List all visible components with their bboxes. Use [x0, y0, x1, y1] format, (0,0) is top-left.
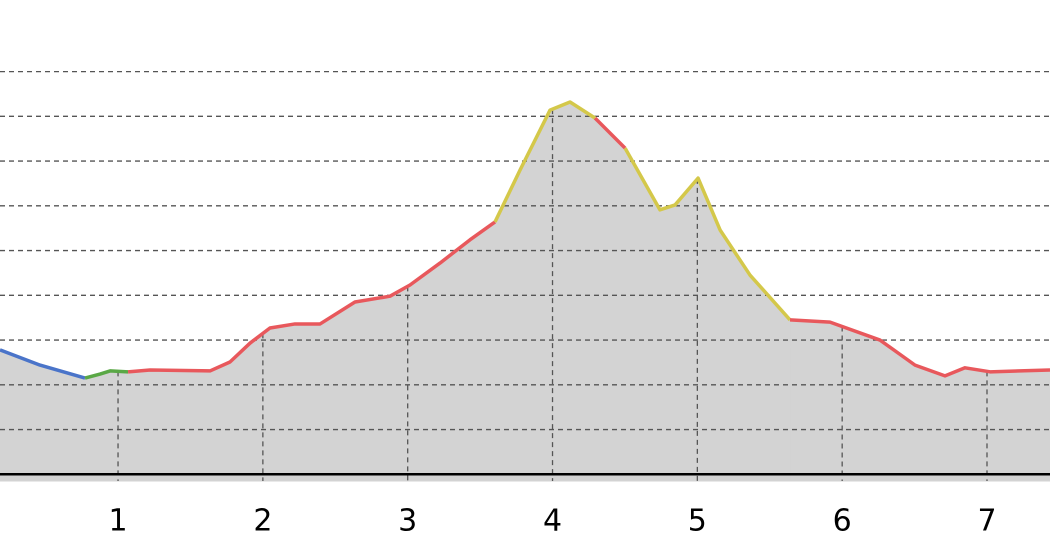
x-tick-label: 2: [253, 504, 272, 539]
profile-line: [84, 369, 129, 380]
x-tick-label: 4: [543, 504, 562, 539]
profile-line: [623, 147, 792, 322]
x-tick-label: 5: [688, 504, 707, 539]
area-fill: [84, 370, 129, 482]
profile-line: [493, 100, 597, 223]
x-tick-label: 7: [977, 504, 996, 539]
area-fill: [594, 116, 626, 482]
profile-line: [0, 348, 86, 380]
profile-line: [593, 116, 627, 150]
profile-line: [127, 220, 497, 374]
profile-line: [789, 318, 1050, 378]
area-fill: [0, 349, 86, 482]
x-tick-label: 3: [398, 504, 417, 539]
x-tick-label: 1: [108, 504, 127, 539]
area-fill: [789, 319, 1050, 482]
area-fill: [127, 220, 496, 482]
x-tick-label: 6: [833, 504, 852, 539]
area-fill: [494, 101, 596, 482]
